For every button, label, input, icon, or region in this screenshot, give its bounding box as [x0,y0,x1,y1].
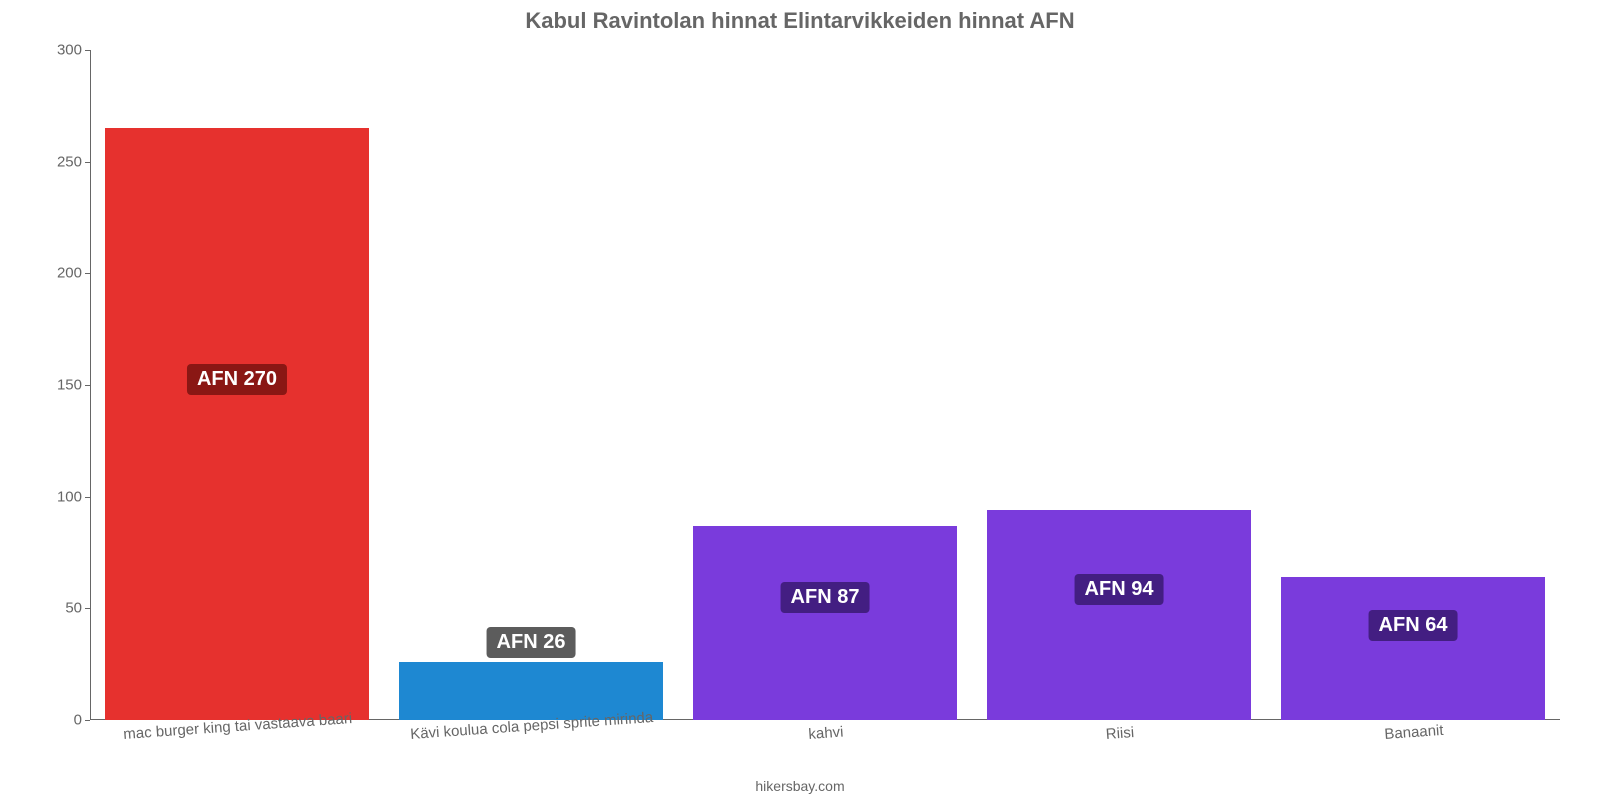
plot-area: 050100150200250300AFN 270mac burger king… [90,50,1560,720]
bar-value-label: AFN 270 [187,364,287,395]
bar-value-label: AFN 64 [1369,610,1458,641]
y-tick-mark [85,720,90,721]
bar [1281,577,1546,720]
bar [105,128,370,720]
bar-slot: AFN 87kahvi [678,50,972,720]
bar-value-label: AFN 26 [487,627,576,658]
footer-credit: hikersbay.com [0,778,1600,794]
x-tick-label: Riisi [1105,718,1135,743]
bar-value-label: AFN 87 [781,582,870,613]
x-tick-label: kahvi [807,718,844,743]
bar-slot: AFN 64Banaanit [1266,50,1560,720]
bar [987,510,1252,720]
bar-slot: AFN 26Kävi koulua cola pepsi sprite miri… [384,50,678,720]
chart-title: Kabul Ravintolan hinnat Elintarvikkeiden… [0,8,1600,34]
bar [693,526,958,720]
x-tick-label: Banaanit [1383,716,1444,743]
bar-value-label: AFN 94 [1075,574,1164,605]
bar-slot: AFN 94Riisi [972,50,1266,720]
bar-slot: AFN 270mac burger king tai vastaava baar… [90,50,384,720]
chart-container: Kabul Ravintolan hinnat Elintarvikkeiden… [0,0,1600,800]
